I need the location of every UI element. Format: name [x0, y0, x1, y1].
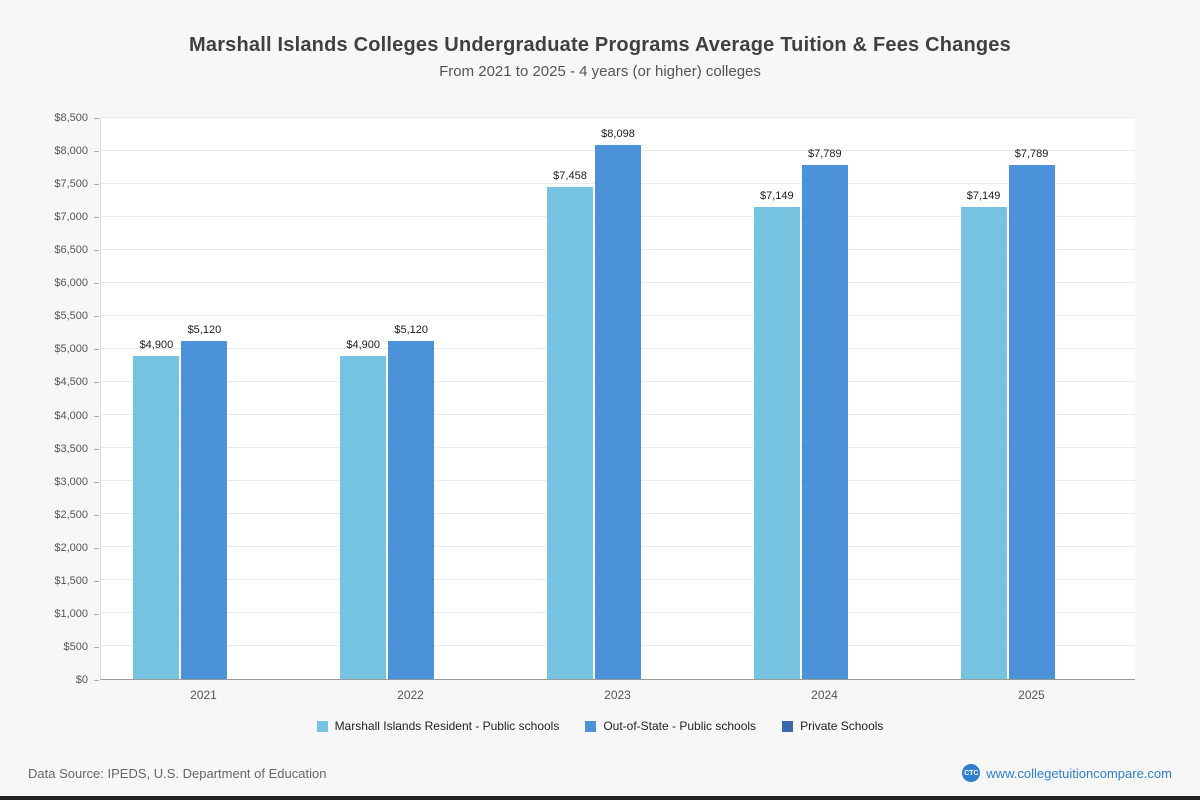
bar[interactable]: $5,120	[181, 324, 228, 679]
bar-slot	[643, 118, 689, 679]
bar-slot: $4,900	[340, 118, 387, 679]
bar-group: $4,900 $5,120	[133, 118, 275, 679]
bar[interactable]: $7,789	[801, 148, 848, 679]
data-source-text: Data Source: IPEDS, U.S. Department of E…	[28, 765, 327, 781]
legend-label: Out-of-State - Public schools	[603, 719, 757, 733]
bar-group: $4,900 $5,120	[340, 118, 482, 679]
website-link[interactable]: CTC www.collegetuitioncompare.com	[962, 764, 1172, 782]
bar-slot: $7,789	[801, 118, 848, 679]
bar-group: $7,149 $7,789	[960, 118, 1103, 679]
y-tick-label: $1,000	[54, 607, 99, 620]
legend-item[interactable]: Out-of-State - Public schools	[585, 719, 756, 733]
bar-value-label: $5,120	[394, 324, 429, 337]
bar-value-label: $4,900	[139, 338, 174, 351]
bar-value-label: $7,458	[553, 169, 587, 182]
bar-slot: $7,149	[960, 118, 1007, 679]
x-tick-label: 2021	[190, 688, 217, 702]
y-tick-label: $8,000	[54, 145, 99, 158]
bar[interactable]: $8,098	[595, 128, 641, 679]
bar[interactable]: $4,900	[340, 339, 387, 679]
legend-item[interactable]: Marshall Islands Resident - Public schoo…	[316, 719, 560, 733]
legend-item[interactable]: Private Schools	[782, 719, 883, 733]
bar-value-label: $5,120	[187, 324, 222, 337]
y-tick-label: $6,000	[54, 277, 99, 290]
gridline	[101, 117, 1135, 118]
chart-subtitle: From 2021 to 2025 - 4 years (or higher) …	[439, 63, 761, 80]
y-axis: $0 $500 $1,000 $1,500 $2,000 $2,500 $3,000 $3,5…	[0, 112, 100, 686]
bar-slot: $5,120	[388, 118, 435, 679]
y-tick-label: $7,500	[54, 178, 99, 191]
bar[interactable]: $7,789	[1008, 148, 1055, 679]
bar-slot: $7,789	[1008, 118, 1055, 679]
bar-slot	[1057, 118, 1103, 679]
website-url: www.collegetuitioncompare.com	[986, 765, 1172, 781]
legend-swatch-icon	[585, 720, 597, 732]
bar-value-label: $4,900	[346, 338, 381, 351]
y-tick-label: $6,500	[54, 244, 99, 257]
footer: Data Source: IPEDS, U.S. Department of E…	[28, 762, 1172, 784]
bottom-divider	[0, 796, 1200, 800]
x-tick-label: 2024	[811, 688, 838, 702]
legend-label: Marshall Islands Resident - Public schoo…	[334, 719, 560, 733]
y-tick-label: $500	[63, 640, 100, 653]
bar-slot: $4,900	[133, 118, 180, 679]
y-tick-label: $1,500	[54, 574, 99, 587]
x-tick-label: 2023	[604, 688, 631, 702]
y-tick-label: $3,000	[54, 475, 99, 488]
bar[interactable]: $4,900	[133, 339, 180, 679]
chart-title: Marshall Islands Colleges Undergraduate …	[189, 34, 1011, 56]
y-tick-label: $3,500	[54, 442, 99, 455]
legend-swatch-icon	[782, 720, 794, 732]
bar[interactable]: $7,149	[753, 190, 800, 679]
bar-group: $7,458 $8,098	[547, 118, 689, 679]
y-tick-label: $2,500	[54, 508, 99, 521]
legend: Marshall Islands Resident - Public schoo…	[0, 719, 1200, 733]
bar-value-label: $7,149	[966, 190, 1001, 203]
y-tick-label: $5,000	[54, 343, 99, 356]
bar-slot: $7,149	[753, 118, 800, 679]
legend-swatch-icon	[316, 720, 328, 732]
plot-area: $4,900 $5,120 $4,900 $5,120 $7,458 $8,098 $7,1…	[100, 117, 1135, 680]
x-tick-label: 2022	[397, 688, 424, 702]
bar-group: $7,149 $7,789	[753, 118, 896, 679]
y-tick-label: $4,500	[54, 376, 99, 389]
y-tick-label: $5,500	[54, 310, 99, 323]
y-tick-label: $4,000	[54, 409, 99, 422]
bar-value-label: $8,098	[601, 127, 635, 140]
bar-slot	[850, 118, 896, 679]
bar[interactable]: $7,149	[960, 190, 1007, 679]
bar-slot: $8,098	[595, 118, 641, 679]
y-tick-label: $8,500	[54, 112, 99, 124]
legend-label: Private Schools	[800, 719, 884, 733]
bar-slot	[229, 118, 275, 679]
bar[interactable]: $7,458	[547, 170, 593, 679]
bar-slot	[436, 118, 482, 679]
bar-slot: $7,458	[547, 118, 593, 679]
y-tick-label: $0	[75, 674, 100, 686]
bar-value-label: $7,149	[759, 190, 794, 203]
bar[interactable]: $5,120	[388, 324, 435, 679]
y-tick-label: $7,000	[54, 211, 99, 224]
x-tick-label: 2025	[1018, 688, 1045, 702]
bar-slot: $5,120	[181, 118, 228, 679]
y-tick-label: $2,000	[54, 541, 99, 554]
bar-value-label: $7,789	[807, 147, 842, 160]
ctc-logo-icon: CTC	[962, 764, 981, 782]
x-axis: 2021 2022 2023 2024 2025	[100, 681, 1135, 705]
bar-value-label: $7,789	[1014, 147, 1049, 160]
